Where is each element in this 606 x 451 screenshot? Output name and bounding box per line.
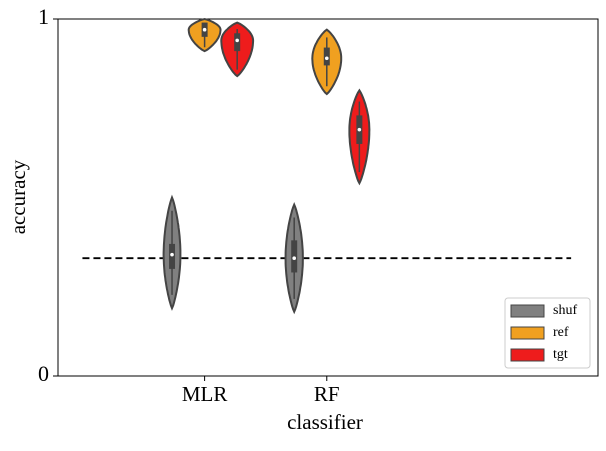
legend-label: ref [553, 325, 569, 340]
legend-label: shuf [553, 303, 577, 318]
violin-median [202, 27, 207, 32]
violin-median [235, 38, 239, 43]
x-tick-label: MLR [182, 382, 228, 406]
violin-median [324, 56, 329, 61]
legend-swatch [510, 304, 545, 318]
legend-label: tgt [553, 347, 568, 362]
violin-median [357, 127, 362, 132]
violin-median [292, 256, 296, 260]
y-tick-label: 0 [38, 361, 49, 386]
plot-frame [57, 18, 599, 377]
y-axis-label: accuracy [6, 159, 30, 234]
y-tick-label: 1 [38, 4, 49, 29]
x-axis-label: classifier [287, 410, 363, 434]
violin-median [170, 252, 174, 257]
legend-swatch [510, 348, 545, 362]
legend-swatch [510, 326, 545, 340]
x-tick-label: RF [314, 382, 340, 406]
